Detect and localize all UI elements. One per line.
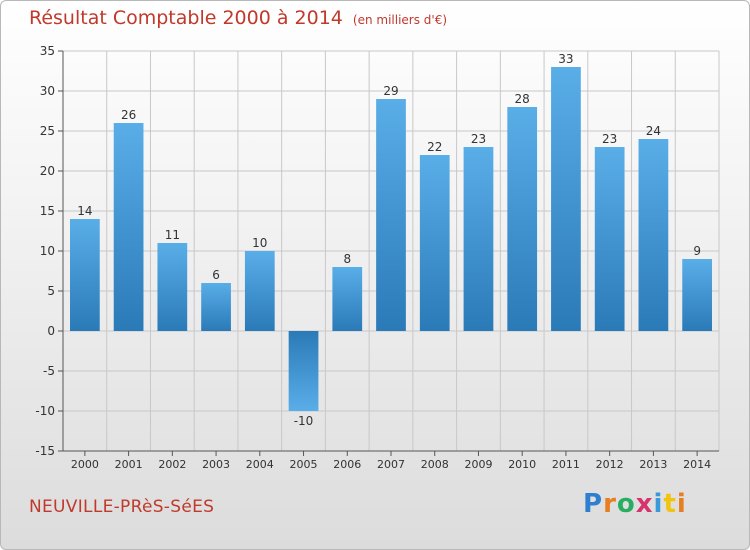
data-label: 8 bbox=[343, 252, 351, 266]
logo-letter: r bbox=[603, 489, 617, 519]
data-label: 23 bbox=[602, 132, 617, 146]
axes bbox=[58, 50, 719, 456]
y-tick-label: 25 bbox=[40, 124, 55, 138]
bar-2004 bbox=[244, 251, 275, 331]
logo-letter: i bbox=[653, 489, 664, 519]
x-tick-label: 2005 bbox=[290, 458, 318, 471]
y-tick-label: 10 bbox=[40, 244, 55, 258]
place-name: NEUVILLE-PRèS-SéES bbox=[29, 497, 215, 517]
y-tick-label: 5 bbox=[47, 284, 55, 298]
bar-2007 bbox=[376, 99, 406, 331]
x-tick-label: 2012 bbox=[596, 458, 624, 471]
bar-2013 bbox=[638, 139, 669, 331]
x-tick-label: 2011 bbox=[552, 458, 580, 471]
bar-2010 bbox=[507, 107, 538, 331]
proxiti-logo: Proxiti bbox=[583, 489, 687, 519]
y-tick-label: 35 bbox=[40, 44, 55, 58]
data-label: 11 bbox=[165, 228, 180, 242]
bar-2008 bbox=[419, 155, 450, 331]
x-tick-label: 2008 bbox=[421, 458, 449, 471]
bar-2002 bbox=[157, 243, 188, 331]
bar-2000 bbox=[69, 219, 100, 331]
bar-2001 bbox=[113, 123, 144, 331]
y-tick-labels: 35 30 25 20 15 10 5 0 -5 -10 -15 bbox=[35, 44, 55, 458]
data-label: 9 bbox=[693, 244, 701, 258]
logo-letter: P bbox=[583, 489, 604, 519]
data-label: 29 bbox=[383, 84, 398, 98]
x-tick-label: 2009 bbox=[464, 458, 492, 471]
y-tick-label: 20 bbox=[40, 164, 55, 178]
x-tick-label: 2014 bbox=[683, 458, 711, 471]
y-tick-label: -15 bbox=[35, 444, 55, 458]
x-tick-label: 2007 bbox=[377, 458, 405, 471]
bars bbox=[69, 67, 713, 411]
chart-title-text: Résultat Comptable 2000 à 2014 bbox=[29, 7, 343, 29]
chart-title: Résultat Comptable 2000 à 2014 (en millie… bbox=[29, 7, 447, 29]
bar-2009 bbox=[463, 147, 494, 331]
x-tick-labels: 2000 2001 2002 2003 2004 2005 2006 2007 2008 2009… bbox=[71, 458, 711, 471]
x-tick-label: 2003 bbox=[202, 458, 230, 471]
x-tick-label: 2006 bbox=[333, 458, 361, 471]
bar-2011 bbox=[551, 67, 581, 331]
x-tick-label: 2013 bbox=[639, 458, 667, 471]
bar-2006 bbox=[332, 267, 363, 331]
logo-letter: i bbox=[676, 489, 687, 519]
bar-2005 bbox=[288, 331, 319, 411]
y-tick-label: 0 bbox=[47, 324, 55, 338]
x-tick-label: 2000 bbox=[71, 458, 99, 471]
logo-letter: t bbox=[663, 489, 677, 519]
x-tick-label: 2001 bbox=[115, 458, 143, 471]
y-tick-label: 15 bbox=[40, 204, 55, 218]
data-label: 28 bbox=[515, 92, 530, 106]
bar-2014 bbox=[682, 259, 713, 331]
bar-2012 bbox=[594, 147, 625, 331]
data-label: 14 bbox=[77, 204, 92, 218]
chart-subtitle: (en milliers d'€) bbox=[352, 13, 448, 27]
data-label: 10 bbox=[252, 236, 267, 250]
data-label: 6 bbox=[212, 268, 220, 282]
bar-2003 bbox=[201, 283, 231, 331]
x-tick-label: 2010 bbox=[508, 458, 536, 471]
x-tick-label: 2002 bbox=[158, 458, 186, 471]
y-tick-label: 30 bbox=[40, 84, 55, 98]
y-tick-label: -10 bbox=[35, 404, 55, 418]
logo-letter: o bbox=[616, 489, 636, 519]
y-tick-label: -5 bbox=[43, 364, 55, 378]
logo-letter: x bbox=[635, 489, 654, 519]
data-label: 33 bbox=[558, 52, 573, 66]
data-label: 24 bbox=[646, 124, 661, 138]
data-labels: 14 26 11 6 10 -10 8 29 22 23 28 33 23 24 9 bbox=[77, 52, 701, 428]
x-tick-label: 2004 bbox=[246, 458, 274, 471]
data-label: 23 bbox=[471, 132, 486, 146]
data-label: 26 bbox=[121, 108, 136, 122]
data-label: -10 bbox=[294, 414, 314, 428]
data-label: 22 bbox=[427, 140, 442, 154]
